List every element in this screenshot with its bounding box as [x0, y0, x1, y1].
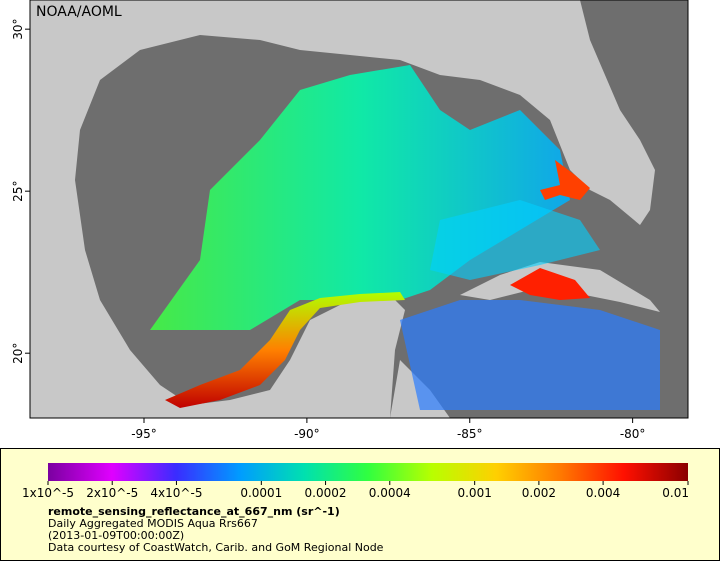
x-tick-label: -90° [294, 427, 320, 441]
legend-variable: remote_sensing_reflectance_at_667_nm (sr… [48, 505, 340, 518]
land [30, 0, 655, 418]
colorbar-tick-label: 1x10^-5 [22, 486, 74, 500]
x-tick-label: -95° [131, 427, 157, 441]
map-frame [29, 0, 689, 419]
legend-line: Daily Aggregated MODIS Aqua Rrs667 [48, 517, 258, 530]
legend-line: Data courtesy of CoastWatch, Carib. and … [48, 541, 384, 554]
colorbar-tick-label: 0.01 [662, 486, 689, 500]
data-cuba [510, 268, 590, 300]
x-tick-label: -85° [457, 427, 483, 441]
data-strait [430, 200, 600, 280]
colorbar-tick-label: 0.0004 [369, 486, 411, 500]
colorbar-tick-label: 2x10^-5 [86, 486, 138, 500]
data-east [400, 300, 660, 410]
colorbar-tick-label: 0.002 [522, 486, 556, 500]
data-florida [540, 160, 590, 200]
colorbar [48, 463, 688, 481]
x-tick-label: -80° [620, 427, 646, 441]
colorbar-tick-label: 0.0001 [240, 486, 282, 500]
y-tick-label: 20° [11, 343, 25, 364]
data-coast [165, 292, 405, 408]
colorbar-tick-label: 0.004 [586, 486, 620, 500]
map: NOAA/AOML [29, 0, 689, 419]
map-title: NOAA/AOML [36, 4, 122, 20]
colorbar-tick-label: 0.0002 [305, 486, 347, 500]
legend-line: (2013-01-09T00:00:00Z) [48, 529, 184, 542]
y-tick-label: 25° [11, 181, 25, 202]
colorbar-tick-label: 0.001 [457, 486, 491, 500]
colorbar-tick-label: 4x10^-5 [150, 486, 202, 500]
y-tick-label: 30° [11, 19, 25, 40]
